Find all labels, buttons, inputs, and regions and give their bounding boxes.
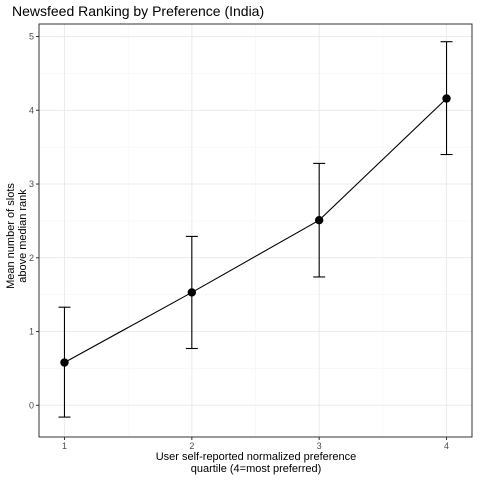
chart-title: Newsfeed Ranking by Preference (India) — [12, 3, 264, 19]
data-point-4 — [442, 94, 451, 103]
series — [58, 41, 453, 418]
y-tick-label: 2 — [29, 253, 34, 263]
x-tick-label: 1 — [62, 441, 67, 451]
grid-minor — [39, 24, 472, 437]
x-axis-title-line-1: User self-reported normalized preference — [156, 451, 357, 463]
x-tick-label: 2 — [189, 441, 194, 451]
x-tick-label: 4 — [444, 441, 449, 451]
data-point-2 — [187, 288, 197, 297]
series-line — [64, 98, 447, 363]
data-point-3 — [314, 215, 324, 225]
panel-border — [38, 23, 473, 438]
data-point-1 — [60, 358, 69, 367]
y-axis-title-line-2: above median rank — [17, 189, 29, 283]
y-tick-label: 5 — [29, 32, 34, 42]
y-tick-label: 3 — [29, 179, 34, 189]
y-tick-label: 0 — [29, 400, 34, 410]
y-tick-label: 4 — [29, 105, 34, 115]
x-axis-title-line-2: quartile (4=most preferred) — [191, 463, 322, 475]
y-tick-label: 1 — [29, 327, 34, 337]
ticks: 0 1 2 3 4 5 1 2 3 4 — [29, 32, 449, 451]
y-axis-title-line-1: Mean number of slots — [5, 183, 17, 289]
x-tick-label: 3 — [317, 441, 322, 451]
